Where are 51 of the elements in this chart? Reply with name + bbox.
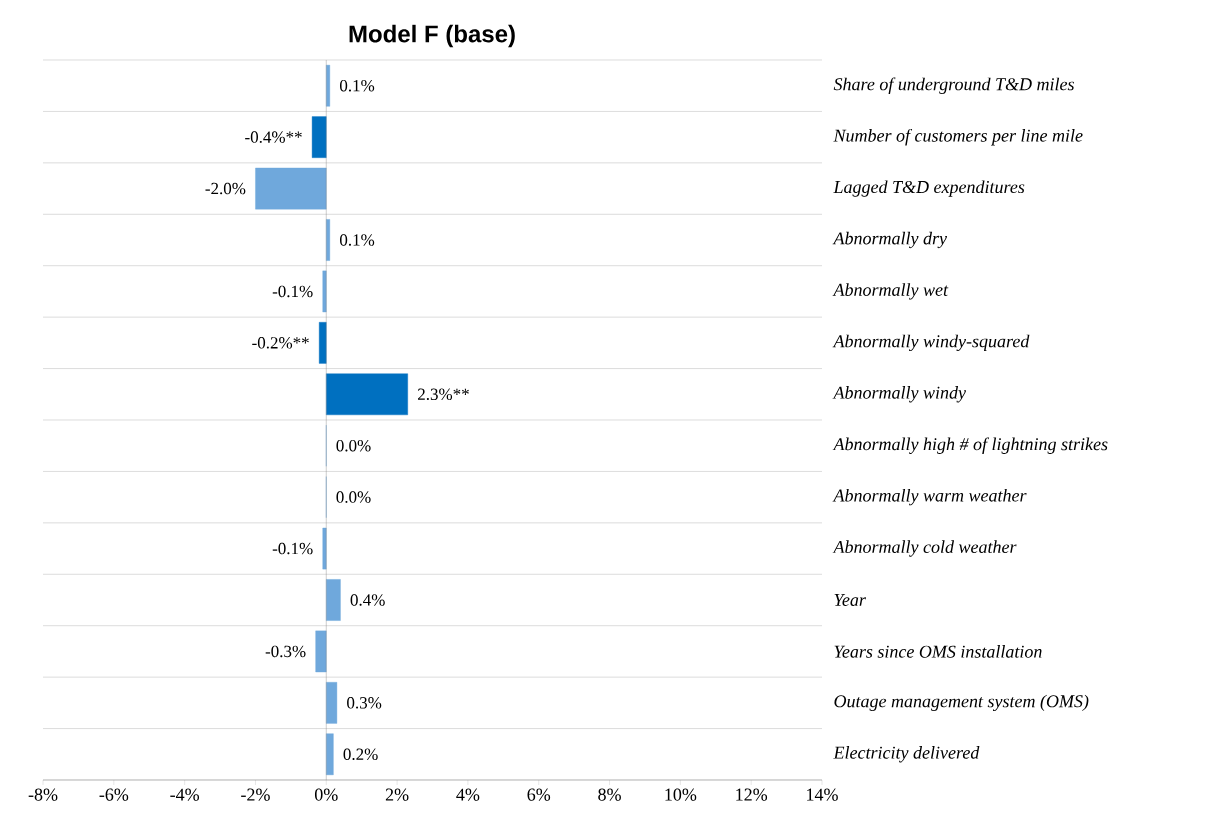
- bar: [255, 167, 327, 210]
- bar: [311, 116, 327, 158]
- y-tick-label: Abnormally windy-squared: [832, 334, 1030, 352]
- y-tick-label: Abnormally warm weather: [832, 488, 1027, 506]
- x-tick-label: -8%: [28, 788, 58, 801]
- x-tick-label: 12%: [736, 788, 768, 801]
- x-tick-label: -6%: [99, 788, 129, 801]
- y-tick-label: Years since OMS installation: [834, 645, 1042, 658]
- x-tick-label: 0%: [314, 788, 338, 801]
- y-tick-label: Number of customers per line mile: [833, 128, 1083, 146]
- bar: [315, 630, 327, 673]
- data-label: 0.0%: [336, 491, 371, 503]
- data-label: 0.2%: [343, 748, 378, 761]
- bar: [326, 579, 341, 621]
- data-label: -0.3%: [265, 645, 306, 658]
- y-tick-label: Share of underground T&D miles: [833, 77, 1074, 94]
- y-tick-label: Electricity delivered: [833, 746, 980, 763]
- data-label: 2.3%**: [418, 388, 469, 401]
- data-label: -0.1%: [272, 542, 313, 555]
- x-tick-label: -2%: [241, 788, 270, 801]
- x-tick-label: 8%: [598, 788, 621, 801]
- x-tick-label: 4%: [456, 788, 480, 801]
- bar: [319, 322, 327, 364]
- y-tick-label: Outage management system (OMS): [834, 694, 1089, 712]
- y-tick-label: Abnormally high # of lightning strikes: [832, 437, 1108, 454]
- data-label: 0.0%: [336, 439, 371, 452]
- bar: [322, 527, 327, 570]
- y-tick-label: Abnormally dry: [832, 231, 948, 249]
- bar: [322, 270, 327, 313]
- x-tick-label: 14%: [807, 788, 838, 801]
- bar: [326, 682, 338, 724]
- data-label: -0.4%**: [245, 131, 302, 143]
- y-tick-label: Year: [834, 594, 866, 606]
- data-label: 0.3%: [347, 697, 382, 709]
- data-label: -0.1%: [272, 285, 313, 298]
- data-label: 0.1%: [340, 79, 375, 92]
- data-label: -0.2%**: [252, 337, 309, 349]
- bar: [326, 733, 334, 776]
- bar: [326, 373, 408, 416]
- data-label: -2.0%: [205, 182, 246, 195]
- x-tick-label: 2%: [385, 788, 409, 801]
- data-label: 0.4%: [350, 594, 385, 606]
- chart-title: Model F (base): [349, 24, 515, 48]
- x-tick-label: 10%: [665, 788, 697, 801]
- y-tick-label: Abnormally wet: [832, 283, 949, 300]
- y-tick-label: Lagged T&D expenditures: [833, 180, 1025, 197]
- x-tick-label: 6%: [527, 788, 551, 801]
- x-tick-label: -4%: [170, 788, 200, 801]
- data-label: 0.1%: [340, 234, 375, 246]
- y-tick-label: Abnormally cold weather: [832, 540, 1017, 557]
- y-tick-label: Abnormally windy: [832, 386, 967, 403]
